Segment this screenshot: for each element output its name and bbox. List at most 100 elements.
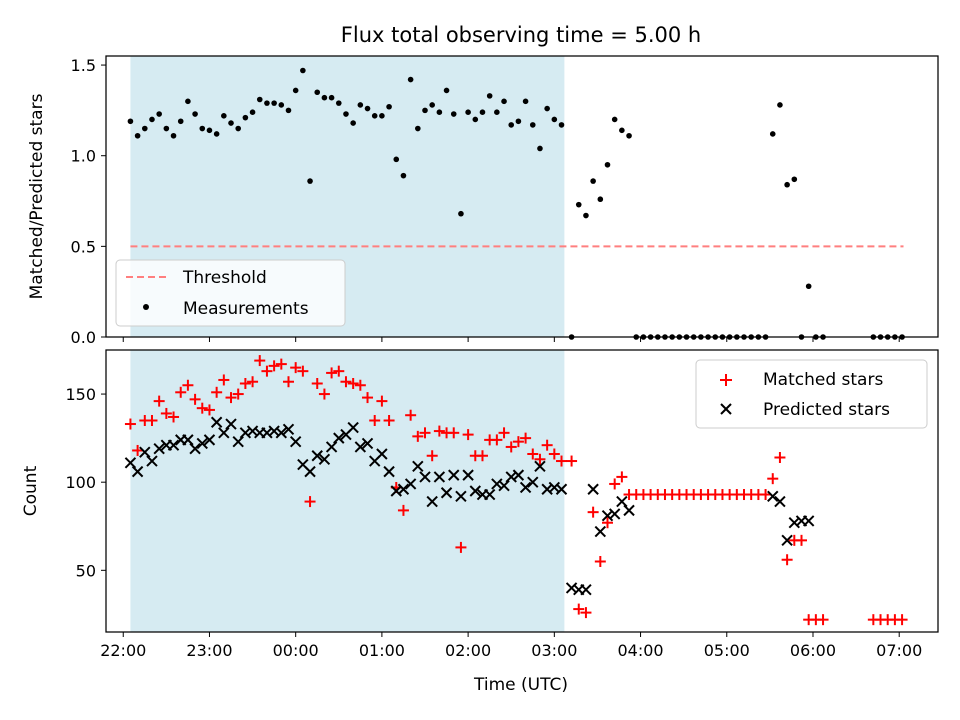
predicted-star-point xyxy=(781,534,793,547)
matched-star-point xyxy=(124,418,136,430)
measurement-point xyxy=(407,76,414,83)
predicted-star-point xyxy=(419,471,431,483)
x-tick-label: 03:00 xyxy=(531,641,577,660)
x-tick-label: 06:00 xyxy=(790,641,836,660)
matched-star-point xyxy=(318,388,330,400)
matched-star-point xyxy=(896,614,908,626)
predicted-star-point xyxy=(232,435,244,448)
measurement-point xyxy=(335,100,342,106)
predicted-star-point xyxy=(788,517,801,529)
measurement-point xyxy=(185,98,191,105)
matched-star-point xyxy=(347,377,359,389)
matched-star-point xyxy=(512,436,524,448)
predicted-star-point xyxy=(275,427,288,439)
matched-star-point xyxy=(369,415,381,426)
matched-star-point xyxy=(580,607,592,619)
figure-title: Flux total observing time = 5.00 h xyxy=(341,23,701,47)
measurement-point xyxy=(626,132,632,139)
matched-legend-label: Matched stars xyxy=(763,370,883,390)
predicted-star-point xyxy=(534,460,546,473)
y-tick-label: 1.0 xyxy=(71,147,96,166)
measurement-point xyxy=(443,87,450,94)
predicted-star-point xyxy=(455,490,467,502)
measurement-point xyxy=(192,111,198,117)
measurement-point xyxy=(769,131,776,137)
matched-star-point xyxy=(498,427,510,439)
predicted-star-point xyxy=(555,483,568,495)
predicted-star-point xyxy=(774,495,786,508)
ratio-panel-ticks: 0.0 0.5 1.0 1.5 xyxy=(71,56,900,347)
measurement-point xyxy=(343,111,349,117)
predicted-star-point xyxy=(210,416,223,428)
x-tick-label: 22:00 xyxy=(100,641,146,660)
matched-star-point xyxy=(426,450,438,462)
measurement-point xyxy=(242,114,249,121)
measurement-point xyxy=(163,125,170,132)
predicted-star-point xyxy=(440,487,453,499)
predicted-star-point xyxy=(153,442,165,455)
matched-star-point xyxy=(534,453,546,465)
matched-star-point xyxy=(527,448,539,460)
predicted-star-point xyxy=(347,421,359,434)
matched-star-point xyxy=(781,554,793,566)
threshold-legend-label: Threshold xyxy=(182,268,267,288)
matched-star-point xyxy=(304,496,316,508)
measurement-point xyxy=(300,67,306,74)
ratio-y-axis-label: Matched/Predicted stars xyxy=(27,93,47,299)
count-legend-box xyxy=(695,359,928,429)
matched-star-point xyxy=(275,358,287,370)
predicted-star-point xyxy=(304,465,316,478)
predicted-star-point xyxy=(333,432,345,444)
matched-star-point xyxy=(573,603,585,615)
predicted-star-point xyxy=(376,448,388,460)
matched-star-point xyxy=(311,377,323,389)
matched-star-point xyxy=(383,415,395,426)
matched-star-point xyxy=(476,450,488,462)
measurement-point xyxy=(450,111,457,117)
measurement-point xyxy=(271,100,277,106)
measurement-point xyxy=(784,181,790,188)
matched-star-point xyxy=(132,444,144,456)
measurement-point xyxy=(249,109,256,115)
matched-star-point xyxy=(520,432,532,444)
x-tick-label: 00:00 xyxy=(273,641,319,660)
matched-star-point xyxy=(541,439,553,451)
predicted-star-point xyxy=(189,442,201,455)
measurement-point xyxy=(328,94,335,101)
measurement-point xyxy=(228,120,234,126)
matched-star-point xyxy=(218,374,230,386)
measurement-point xyxy=(429,102,435,108)
matched-star-point xyxy=(491,434,503,446)
y-tick-label: 100 xyxy=(65,473,96,492)
predicted-star-point xyxy=(131,465,144,478)
measurement-point xyxy=(364,105,371,112)
count-panel-frame xyxy=(105,349,939,633)
measurement-point xyxy=(805,283,812,290)
measurement-point xyxy=(522,98,529,105)
measurement-point xyxy=(400,172,407,179)
matched-star-point xyxy=(412,430,424,442)
predicted-star-point xyxy=(325,441,338,453)
measurement-point xyxy=(307,178,313,184)
matched-star-point xyxy=(362,392,374,404)
predicted-star-point xyxy=(519,481,532,494)
matched-star-point xyxy=(556,455,568,467)
predicted-star-point xyxy=(580,583,592,596)
matched-star-point xyxy=(795,534,807,546)
measurement-point xyxy=(127,118,134,125)
matched-star-point xyxy=(175,386,187,398)
measurement-point xyxy=(529,122,536,128)
predicted-star-point xyxy=(318,453,331,465)
measurement-point xyxy=(156,111,162,117)
count-panel: 22:00 23:00 00:00 01:00 02:00 03:00 04:00 05:00… xyxy=(21,349,939,660)
predicted-star-point xyxy=(527,476,539,488)
matched-star-point xyxy=(261,365,273,377)
measurement-point xyxy=(149,116,155,123)
x-tick-label: 04:00 xyxy=(617,641,663,660)
measurement-point xyxy=(465,109,471,115)
predicted-star-point xyxy=(404,478,417,490)
ratio-panel-frame xyxy=(105,55,939,338)
measurement-point xyxy=(494,109,500,115)
matched-star-point xyxy=(225,392,237,404)
measurement-point xyxy=(206,127,213,134)
